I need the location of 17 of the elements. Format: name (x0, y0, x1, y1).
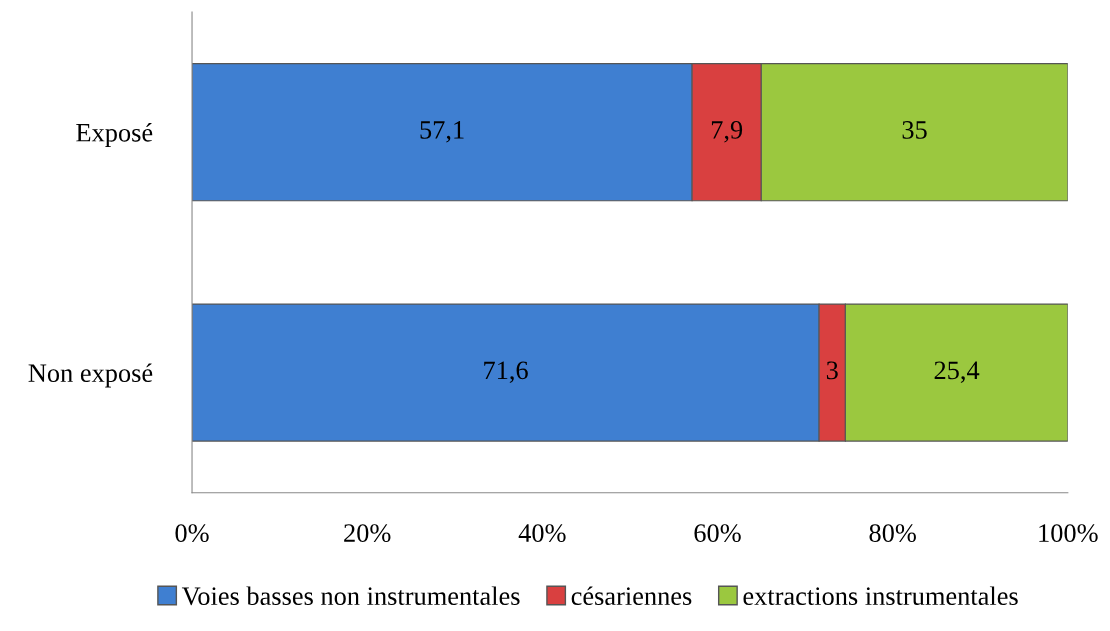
data-label: 57,1 (420, 121, 464, 143)
data-label: 7,9 (711, 121, 743, 143)
legend-label: césariennes (571, 586, 692, 606)
x-tick-label: 40% (518, 524, 566, 543)
x-tick-label: 20% (344, 524, 391, 543)
data-label: 35 (902, 121, 927, 139)
x-tick-label: 0% (175, 524, 209, 543)
x-tick-label: 100% (1039, 524, 1098, 543)
x-tick-label: 80% (869, 524, 916, 543)
legend-label: Voies basses non instrumentales (181, 586, 520, 606)
x-tick-label: 60% (694, 524, 741, 543)
y-tick-label: Exposé (76, 123, 153, 147)
data-label: 3 (826, 361, 838, 380)
y-tick-label: Non exposé (28, 363, 153, 388)
data-label: 25,4 (934, 361, 980, 384)
legend-label: extractions instrumentales (743, 586, 1018, 606)
data-label: 71,6 (484, 361, 528, 384)
